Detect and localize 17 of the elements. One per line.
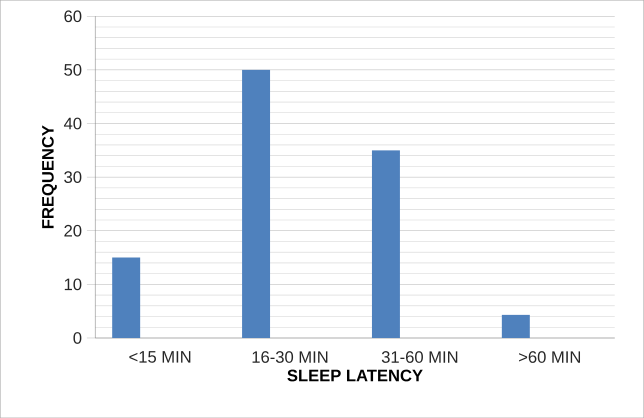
bar [112,257,140,338]
y-tick-label: 30 [64,171,82,183]
y-tick-label: 20 [64,224,82,237]
x-tick-label: >60 MIN [519,351,580,363]
x-tick-label: <15 MIN [129,351,190,363]
bar [372,150,400,338]
y-axis-title: FREQUENCY [42,125,57,228]
y-tick-label: 60 [64,10,82,22]
y-tick-label: 40 [64,118,82,130]
bar [502,314,530,338]
bar [242,70,270,338]
x-axis-title: SLEEP LATENCY [287,370,423,382]
y-tick-label: 0 [73,332,82,344]
y-tick-label: 50 [64,64,82,76]
x-tick-label: 16-30 MIN [252,351,328,363]
x-tick-label: 31-60 MIN [382,351,458,363]
y-tick-label: 10 [64,278,82,290]
